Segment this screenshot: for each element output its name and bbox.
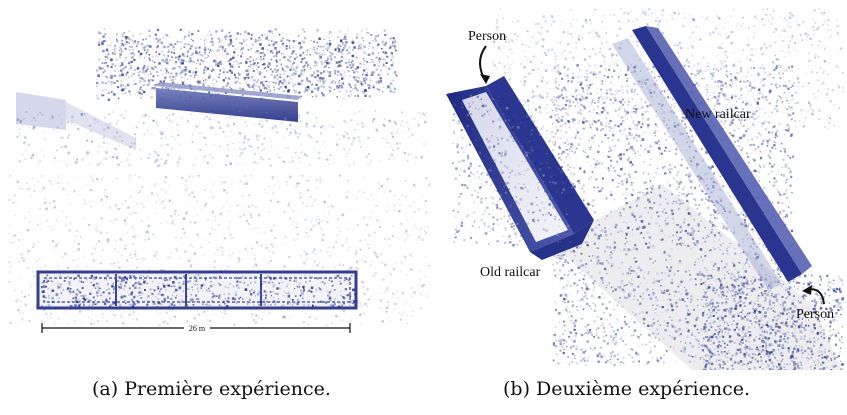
railcar-old-oblique [156, 88, 298, 122]
railcar-points [452, 94, 575, 247]
ground-points [16, 110, 427, 168]
panel-a-oblique-view [6, 20, 432, 168]
point-cloud-top-view: 26 m [8, 174, 431, 334]
caption-second-experiment: (b) Deuxième expérience. [503, 378, 751, 400]
ground-area [552, 184, 842, 370]
railcar-old-oblique-roof [156, 82, 302, 100]
caption-first-experiment: (a) Première expérience. [92, 378, 331, 400]
railcar-new-wall [632, 26, 802, 282]
fence-points [16, 92, 66, 130]
point-cloud-second-experiment: Person New railcar Old railcar Person [446, 8, 844, 370]
panel-a-top-view: 26 m [6, 170, 432, 340]
panel-b-view: Person New railcar Old railcar Person [432, 4, 845, 370]
point-cloud-oblique [16, 28, 427, 168]
label-new-railcar: New railcar [685, 107, 751, 122]
label-person-top: Person [468, 29, 506, 44]
vegetation-points [96, 28, 398, 102]
railcar-interior-points [40, 274, 357, 309]
scale-bar-label: 26 m [189, 324, 206, 333]
label-person-bottom: Person [796, 307, 834, 322]
label-old-railcar: Old railcar [480, 265, 541, 280]
fence-points-2 [66, 102, 136, 150]
railcar-old-floor [462, 92, 568, 242]
